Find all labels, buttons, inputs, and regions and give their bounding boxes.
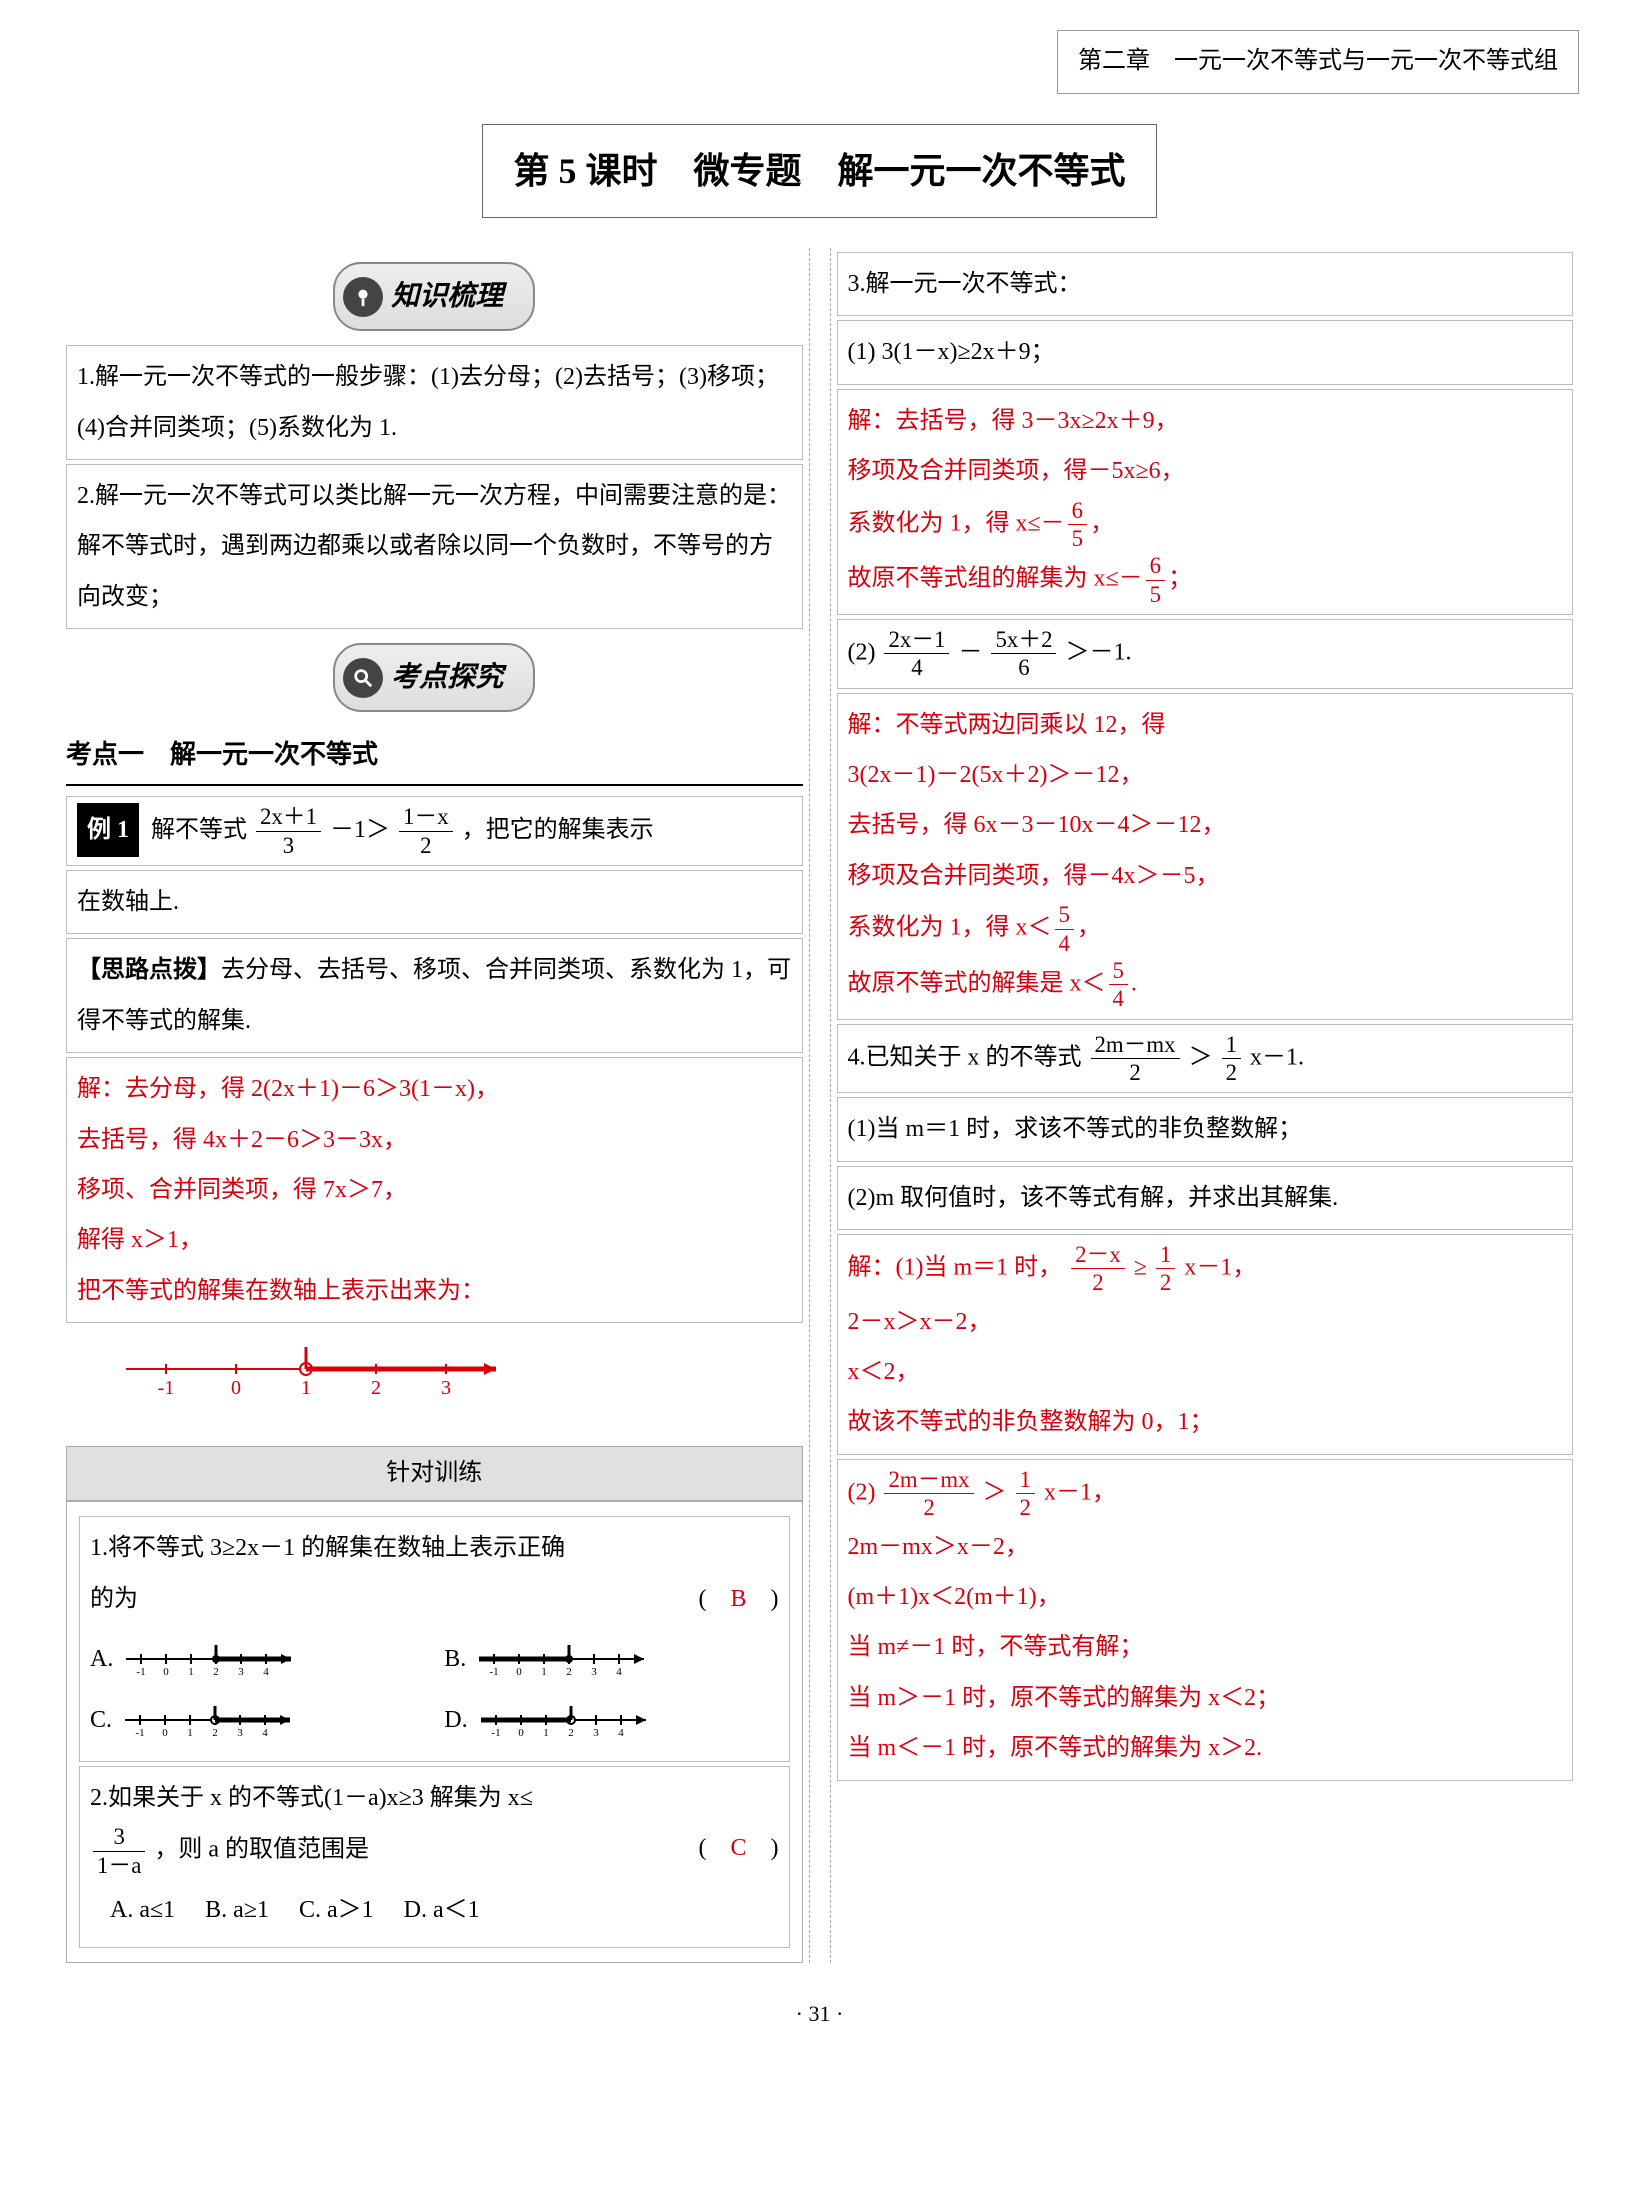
example-1-sol: 解：去分母，得 2(2x＋1)－6＞3(1－x)， 去括号，得 4x＋2－6＞3…	[66, 1057, 803, 1323]
svg-text:1: 1	[189, 1666, 195, 1678]
knowledge-item-2: 2.解一元一次不等式可以类比解一元一次方程，中间需要注意的是：解不等式时，遇到两…	[66, 464, 803, 629]
svg-text:4: 4	[264, 1666, 270, 1678]
svg-text:3: 3	[237, 1727, 243, 1739]
svg-text:-1: -1	[490, 1666, 499, 1678]
svg-text:3: 3	[592, 1666, 598, 1678]
example-tag: 例 1	[77, 803, 139, 857]
example-1-line2: 在数轴上.	[66, 870, 803, 934]
example-1: 例 1 解不等式 2x＋13 －1＞ 1－x2 ，把它的解集表示	[66, 796, 803, 866]
q3-stem: 3.解一元一次不等式：	[837, 252, 1574, 316]
right-column: 3.解一元一次不等式： (1) 3(1－x)≥2x＋9； 解：去括号，得 3－3…	[830, 248, 1580, 1963]
kaodian-1-title: 考点一 解一元一次不等式	[66, 730, 803, 785]
svg-text:3: 3	[441, 1377, 451, 1399]
svg-text:0: 0	[518, 1727, 524, 1739]
svg-text:-1: -1	[491, 1727, 500, 1739]
svg-text:2: 2	[568, 1727, 574, 1739]
svg-text:0: 0	[231, 1377, 241, 1399]
badge-knowledge-label: 知识梳理	[391, 281, 503, 312]
lesson-title-row: 第 5 课时 微专题 解一元一次不等式	[60, 124, 1579, 218]
q2-optD: D. a＜1	[404, 1885, 480, 1935]
q3-p1-stem: (1) 3(1－x)≥2x＋9；	[837, 320, 1574, 384]
left-column: 知识梳理 1.解一元一次不等式的一般步骤：(1)去分母；(2)去括号；(3)移项…	[60, 248, 810, 1963]
pin-icon	[343, 277, 383, 317]
q1-optD: D. -101234	[444, 1695, 778, 1745]
q4-sol2: (2) 2m－mx2 ＞ 12 x－1， 2m－mx＞x－2， (m＋1)x＜2…	[837, 1459, 1574, 1781]
svg-text:1: 1	[187, 1727, 193, 1739]
q3-p1-sol: 解：去括号，得 3－3x≥2x＋9， 移项及合并同类项，得－5x≥6， 系数化为…	[837, 389, 1574, 615]
badge-knowledge: 知识梳理	[66, 262, 803, 331]
q2-optC: C. a＞1	[299, 1885, 374, 1935]
svg-text:2: 2	[214, 1666, 220, 1678]
q1-optA: A. -101234	[90, 1634, 424, 1684]
svg-text:4: 4	[617, 1666, 623, 1678]
q4-p1: (1)当 m＝1 时，求该不等式的非负整数解；	[837, 1097, 1574, 1161]
q1-optC: C. -101234	[90, 1695, 424, 1745]
svg-text:3: 3	[593, 1727, 599, 1739]
example-1-hint: 【思路点拨】去分母、去括号、移项、合并同类项、系数化为 1，可得不等式的解集.	[66, 938, 803, 1053]
svg-text:0: 0	[517, 1666, 523, 1678]
svg-text:-1: -1	[137, 1666, 146, 1678]
svg-text:4: 4	[618, 1727, 624, 1739]
svg-text:2: 2	[567, 1666, 573, 1678]
svg-text:4: 4	[262, 1727, 268, 1739]
badge-explore: 考点探究	[66, 643, 803, 712]
svg-text:1: 1	[542, 1666, 548, 1678]
q4-stem: 4.已知关于 x 的不等式 2m－mx2 ＞ 12 x－1.	[837, 1024, 1574, 1094]
q4-p2: (2)m 取何值时，该不等式有解，并求出其解集.	[837, 1166, 1574, 1230]
svg-text:2: 2	[371, 1377, 381, 1399]
page-number: · 31 ·	[60, 1993, 1579, 2035]
q2-optB: B. a≥1	[205, 1885, 269, 1935]
svg-text:1: 1	[543, 1727, 549, 1739]
svg-text:-1: -1	[158, 1377, 175, 1399]
magnifier-icon	[343, 658, 383, 698]
svg-text:0: 0	[164, 1666, 170, 1678]
svg-text:-1: -1	[135, 1727, 144, 1739]
q2: 2.如果关于 x 的不等式(1－a)x≥3 解集为 x≤ 31－a ，则 a 的…	[79, 1766, 790, 1948]
q4-sol1: 解：(1)当 m＝1 时， 2－x2 ≥ 12 x－1， 2－x＞x－2， x＜…	[837, 1234, 1574, 1455]
training-box: 1.将不等式 3≥2x－1 的解集在数轴上表示正确 的为 ( B ) A. -1…	[66, 1501, 803, 1963]
lesson-title: 第 5 课时 微专题 解一元一次不等式	[482, 124, 1156, 218]
q1: 1.将不等式 3≥2x－1 的解集在数轴上表示正确 的为 ( B ) A. -1…	[79, 1516, 790, 1762]
svg-text:3: 3	[239, 1666, 245, 1678]
q2-optA: A. a≤1	[110, 1885, 175, 1935]
training-header: 针对训练	[66, 1446, 803, 1502]
knowledge-item-1: 1.解一元一次不等式的一般步骤：(1)去分母；(2)去括号；(3)移项；(4)合…	[66, 345, 803, 460]
q1-optB: B. -101234	[444, 1634, 778, 1684]
badge-explore-label: 考点探究	[391, 662, 503, 693]
svg-text:0: 0	[162, 1727, 168, 1739]
number-line-ex1: -1 0 1 2 3	[106, 1339, 763, 1426]
svg-text:1: 1	[301, 1377, 311, 1399]
q3-p2-stem: (2) 2x－14 － 5x＋26 ＞－1.	[837, 619, 1574, 689]
svg-text:2: 2	[212, 1727, 218, 1739]
q3-p2-sol: 解：不等式两边同乘以 12，得 3(2x－1)－2(5x＋2)＞－12， 去括号…	[837, 693, 1574, 1020]
chapter-header: 第二章 一元一次不等式与一元一次不等式组	[1057, 30, 1579, 94]
